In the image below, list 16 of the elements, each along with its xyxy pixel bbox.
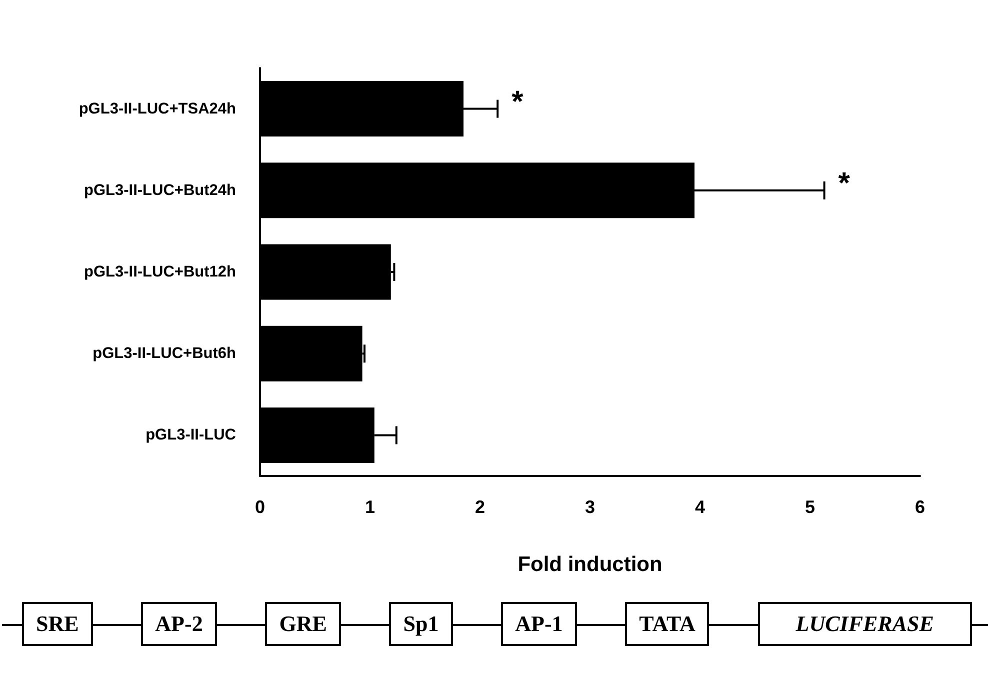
x-axis-title: Fold induction — [518, 553, 662, 576]
y-tick-label: pGL3-II-LUC — [146, 426, 236, 444]
annotation: * — [512, 85, 524, 118]
x-tick-label: 6 — [914, 497, 926, 517]
x-tick-label: 3 — [584, 497, 596, 517]
promoter-diagram: SRE AP-2 GRE Sp1 AP-1 TATA LUCIFERASE — [2, 598, 988, 650]
x-tick-label: 1 — [364, 497, 376, 517]
y-tick-label: pGL3-II-LUC+But24h — [84, 182, 236, 199]
y-tick-label: pGL3-II-LUC+TSA24h — [78, 100, 236, 118]
annotation: * — [838, 166, 850, 200]
y-tick-label: pGL3-II-LUC+But6h — [92, 345, 236, 362]
x-tick-label: 2 — [474, 497, 486, 517]
x-tick-label: 5 — [804, 497, 816, 517]
x-tick-label: 4 — [694, 497, 706, 517]
x-tick-label: 0 — [254, 497, 266, 517]
y-tick-label: pGL3-II-LUC+But12h — [84, 264, 236, 280]
